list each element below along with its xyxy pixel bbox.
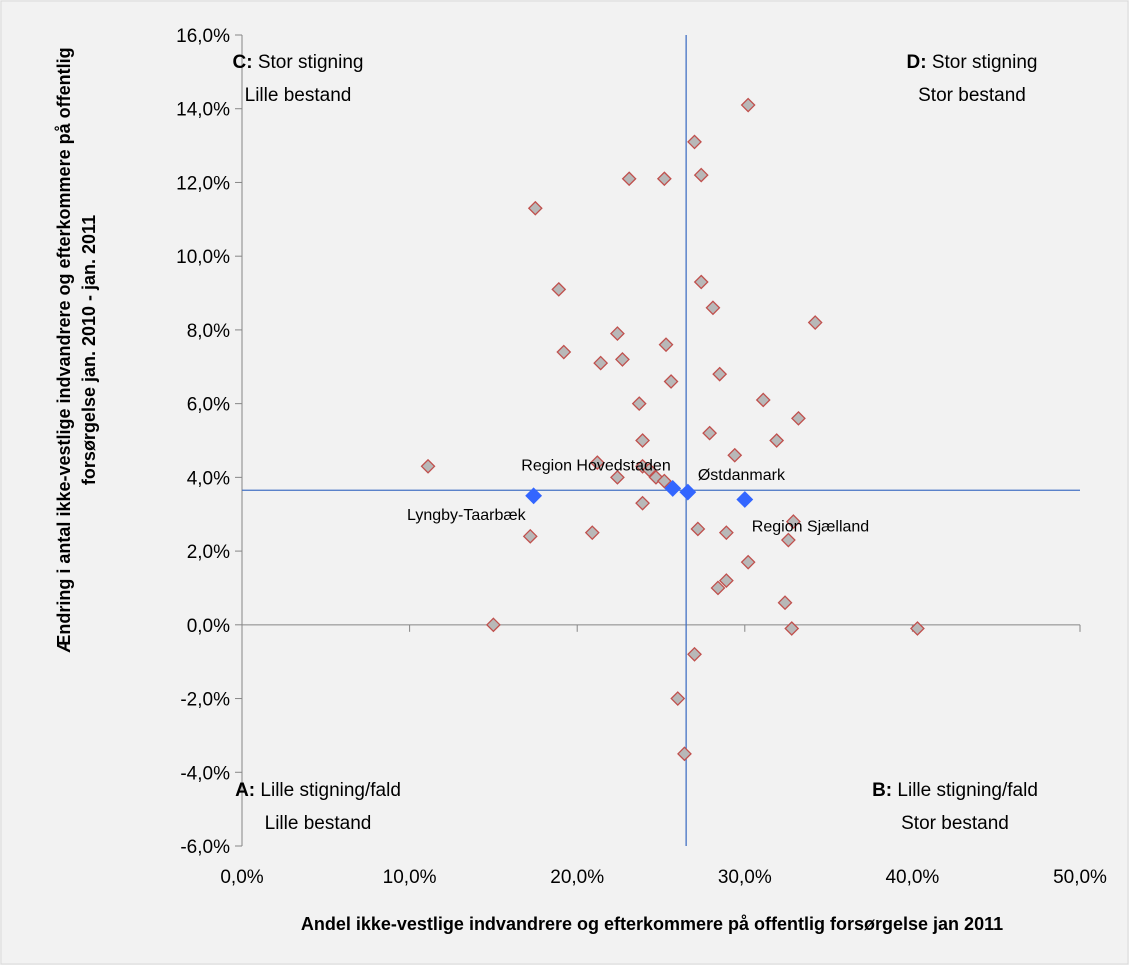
- data-point: [670, 691, 686, 706]
- data-point: [807, 315, 823, 330]
- data-point: [527, 200, 543, 216]
- data-point: [635, 433, 650, 448]
- data-point: [718, 573, 734, 589]
- y-tick-label: -6,0%: [180, 837, 230, 858]
- data-point: [658, 337, 674, 353]
- y-axis-title-line-1: Ændring i antal ikke-vestlige indvandrer…: [54, 47, 74, 652]
- data-point: [641, 462, 657, 478]
- data-point: [710, 580, 726, 596]
- data-point: [784, 621, 800, 636]
- data-point: [740, 97, 756, 113]
- data-point: [769, 433, 785, 448]
- x-tick-label: 50,0%: [1053, 867, 1107, 888]
- data-point: [485, 617, 501, 633]
- y-tick-label: 4,0%: [187, 468, 230, 489]
- data-point: [589, 455, 605, 471]
- quadrant-line-2: Lille bestand: [245, 85, 352, 106]
- data-point: [610, 326, 625, 342]
- data-point: [687, 646, 702, 662]
- data-point: [693, 274, 709, 290]
- quadrant-letter: D:: [907, 52, 927, 73]
- highlight-point: [525, 487, 543, 505]
- y-tick-label: 6,0%: [187, 395, 230, 416]
- point-labels: Lyngby-Taarbæk Region Hovedstaden Østdanma…: [407, 457, 869, 535]
- point-label: Region Hovedstaden: [521, 457, 670, 474]
- data-point: [791, 410, 806, 426]
- data-point: [777, 595, 793, 611]
- point-label: Østdanmark: [698, 467, 786, 484]
- data-point: [712, 366, 728, 382]
- y-tick-label: 16,0%: [176, 26, 230, 47]
- y-tick-label: 8,0%: [187, 321, 230, 342]
- y-tick-label: 2,0%: [187, 542, 230, 563]
- x-tick-label: 10,0%: [383, 867, 437, 888]
- point-label: Lyngby-Taarbæk: [407, 507, 527, 524]
- y-tick-label: -2,0%: [180, 690, 230, 711]
- highlight-point: [664, 480, 682, 497]
- data-point: [656, 473, 672, 489]
- data-point: [755, 392, 771, 408]
- y-tick-label: 10,0%: [176, 247, 230, 268]
- x-tick-label: 20,0%: [550, 867, 604, 888]
- data-point: [615, 351, 630, 367]
- quadrant-letter: C:: [233, 52, 253, 73]
- quadrant-letter: A:: [235, 780, 255, 801]
- data-points: [420, 97, 925, 762]
- data-point: [663, 374, 679, 389]
- data-point: [690, 521, 706, 537]
- y-tick-label: -4,0%: [180, 763, 230, 784]
- quadrant-labels: C: Stor stigning Lille bestand D: Stor sti…: [233, 52, 1038, 834]
- x-tick-label: 30,0%: [718, 867, 772, 888]
- tick-labels: -6,0% -4,0% -2,0% 0,0% 2,0% 4,0% 6,0% 8,0% 10,0%…: [176, 26, 1107, 888]
- quadrant-heading: A: Lille stigning/fald: [235, 780, 401, 801]
- y-tick-label: 0,0%: [187, 616, 230, 637]
- data-point: [785, 514, 801, 530]
- data-point: [551, 281, 567, 297]
- quadrant-letter: B:: [872, 780, 892, 801]
- data-point: [420, 458, 436, 474]
- quadrant-heading: B: Lille stigning/fald: [872, 780, 1038, 801]
- data-point: [693, 167, 709, 183]
- point-label: Region Sjælland: [752, 518, 869, 535]
- data-point: [740, 554, 756, 570]
- highlight-point: [679, 483, 697, 501]
- quadrant-heading: D: Stor stigning: [907, 52, 1038, 73]
- quadrant-line-1: Lille stigning/fald: [892, 780, 1038, 801]
- y-tick-label: 12,0%: [176, 173, 230, 194]
- data-point: [584, 525, 600, 541]
- quadrant-line-1: Stor stigning: [253, 52, 364, 73]
- data-point: [556, 344, 572, 360]
- data-point: [780, 532, 796, 548]
- data-point: [522, 528, 538, 544]
- x-tick-label: 40,0%: [885, 867, 939, 888]
- quadrant-line-2: Lille bestand: [265, 813, 372, 834]
- x-tick-label: 0,0%: [220, 867, 263, 888]
- quadrant-line-2: Stor bestand: [918, 85, 1026, 106]
- data-point: [621, 171, 637, 187]
- quadrant-line-1: Lille stigning/fald: [255, 780, 401, 801]
- data-point: [610, 469, 625, 485]
- data-point: [593, 355, 609, 371]
- data-point: [718, 525, 734, 541]
- data-point: [635, 495, 650, 511]
- data-point: [910, 621, 925, 636]
- highlight-point: [736, 491, 754, 508]
- data-point: [677, 746, 692, 762]
- data-point: [702, 425, 718, 441]
- data-point: [705, 300, 721, 316]
- data-point: [727, 447, 743, 463]
- y-tick-label: 14,0%: [176, 100, 230, 121]
- data-point: [631, 396, 647, 412]
- quadrant-line-2: Stor bestand: [901, 813, 1009, 834]
- quadrant-line-1: Stor stigning: [927, 52, 1038, 73]
- data-point: [687, 134, 702, 150]
- x-axis-title: Andel ikke-vestlige indvandrere og efter…: [301, 914, 1003, 934]
- reference-lines: [242, 35, 1080, 846]
- quadrant-heading: C: Stor stigning: [233, 52, 364, 73]
- data-point: [656, 171, 672, 187]
- y-axis-title-line-2: forsørgelse jan. 2010 - jan. 2011: [79, 215, 99, 485]
